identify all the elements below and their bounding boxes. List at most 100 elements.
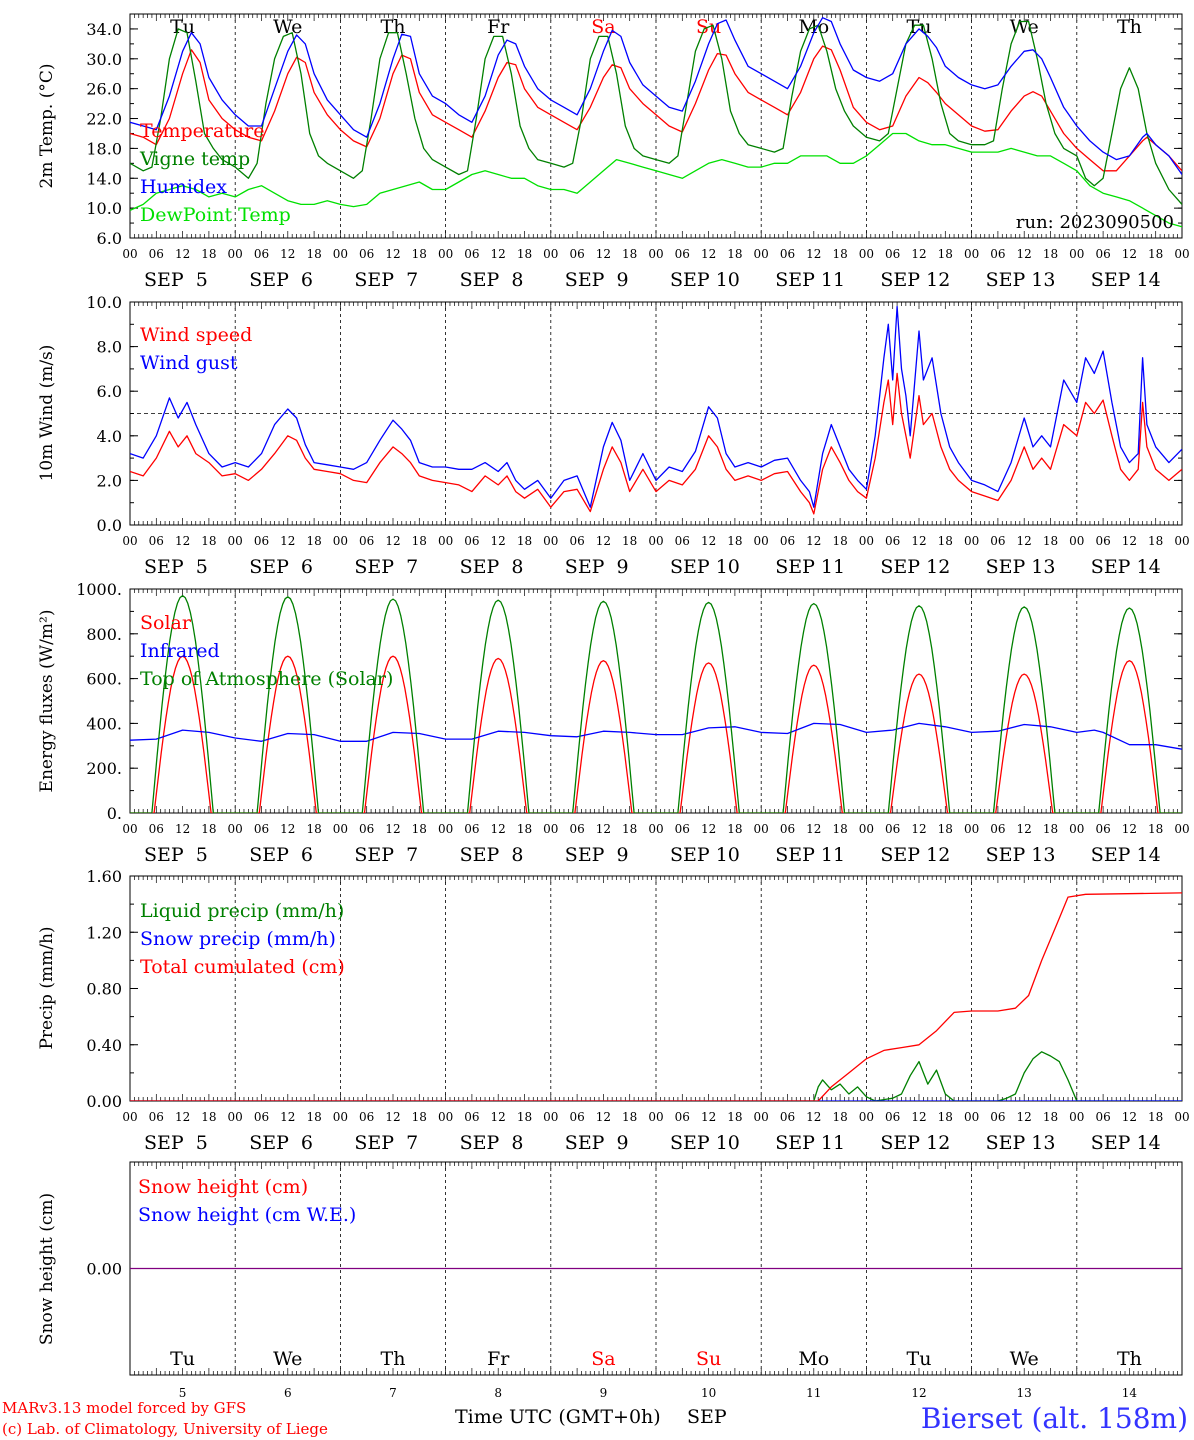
hour-label: 00 <box>543 822 558 836</box>
hour-label: 18 <box>727 822 742 836</box>
legend-entry: Vigne temp <box>139 148 250 170</box>
panel-4: 0.00 0.40 0.80 1.20 1.60 Precip (mm/h) 00 06 12 1… <box>37 867 1190 1154</box>
weekday-label: Tu <box>170 1348 195 1370</box>
series-line-vigne-temp <box>130 20 1182 205</box>
date-label: SEP 5 <box>144 1132 208 1154</box>
legend-entry: Infrared <box>140 640 220 662</box>
hour-label: 00 <box>648 822 663 836</box>
weekday-label: Tu <box>907 1348 932 1370</box>
weekday-label: Sa <box>591 1348 615 1370</box>
hour-label: 12 <box>280 1110 295 1124</box>
hour-label: 18 <box>1043 1110 1058 1124</box>
legend-entry: Snow height (cm) <box>138 1176 308 1198</box>
series-line-wind-gust <box>130 305 1182 508</box>
hour-label: 18 <box>306 534 321 548</box>
date-label: SEP 14 <box>1091 556 1161 578</box>
hour-label: 06 <box>675 1110 690 1124</box>
date-label: SEP 9 <box>565 1132 629 1154</box>
hour-label: 12 <box>701 247 716 261</box>
hour-label: 06 <box>464 534 479 548</box>
y-axis-label: Energy fluxes (W/m²) <box>37 610 57 793</box>
hour-label: 06 <box>569 247 584 261</box>
hour-label: 06 <box>990 534 1005 548</box>
hour-label: 06 <box>675 534 690 548</box>
series-line-infrared <box>130 722 1182 750</box>
hour-label: 00 <box>648 534 663 548</box>
y-tick-label: 6.0 <box>97 229 122 248</box>
weekday-label: Mo <box>798 1348 829 1370</box>
hour-label: 18 <box>1148 1110 1163 1124</box>
series-group <box>130 892 1182 1101</box>
hour-label: 12 <box>806 534 821 548</box>
weekday-label: Th <box>1117 1348 1142 1370</box>
hour-label: 00 <box>438 822 453 836</box>
hour-label: 12 <box>385 822 400 836</box>
hour-label: 18 <box>306 247 321 261</box>
day-number-label: 7 <box>389 1386 397 1400</box>
y-tick-label: 0.40 <box>86 1036 122 1055</box>
legend-entry: Liquid precip (mm/h) <box>140 900 344 922</box>
hour-label: 18 <box>1043 534 1058 548</box>
hour-label: 00 <box>859 822 874 836</box>
hour-label: 06 <box>464 247 479 261</box>
hour-label: 00 <box>859 534 874 548</box>
hour-label: 06 <box>990 247 1005 261</box>
hour-label: 12 <box>1017 1110 1032 1124</box>
date-label: SEP 10 <box>670 269 740 291</box>
weekday-label: Th <box>1117 16 1142 38</box>
y-tick-label: 4.0 <box>97 427 122 446</box>
y-axis-label: 10m Wind (m/s) <box>37 345 57 482</box>
series-group <box>130 305 1182 515</box>
hour-label: 06 <box>254 1110 269 1124</box>
hour-label: 06 <box>675 822 690 836</box>
hour-label: 18 <box>1043 822 1058 836</box>
hour-label: 00 <box>754 534 769 548</box>
date-label: SEP 13 <box>986 556 1056 578</box>
hour-label: 00 <box>1174 534 1189 548</box>
series-group <box>130 595 1182 813</box>
hour-label: 12 <box>385 1110 400 1124</box>
hour-label: 12 <box>385 247 400 261</box>
hour-label: 18 <box>622 1110 637 1124</box>
hour-label: 18 <box>517 1110 532 1124</box>
hour-label: 12 <box>701 534 716 548</box>
hour-label: 06 <box>780 534 795 548</box>
date-label: SEP 5 <box>144 556 208 578</box>
date-label: SEP 6 <box>249 1132 313 1154</box>
panel-3: 0. 200. 400. 600. 800. 1000. Energy fluxes (W/… <box>37 580 1190 866</box>
series-line-top-of-atmosphere-solar- <box>130 595 1182 813</box>
hour-label: 18 <box>201 1110 216 1124</box>
hour-label: 12 <box>596 822 611 836</box>
weekday-label: We <box>273 1348 302 1370</box>
hour-label: 00 <box>228 1110 243 1124</box>
date-label: SEP 13 <box>986 269 1056 291</box>
y-tick-label: 10.0 <box>86 293 122 312</box>
hour-label: 00 <box>122 534 137 548</box>
hour-label: 18 <box>727 247 742 261</box>
hour-label: 06 <box>885 534 900 548</box>
hour-label: 12 <box>911 534 926 548</box>
weekday-label: Th <box>381 1348 406 1370</box>
hour-label: 18 <box>622 534 637 548</box>
hour-label: 12 <box>911 1110 926 1124</box>
hour-label: 06 <box>885 1110 900 1124</box>
y-tick-label: 34.0 <box>86 20 122 39</box>
series-line-temperature <box>130 45 1182 172</box>
y-tick-label: 400. <box>86 714 122 733</box>
hour-label: 18 <box>727 534 742 548</box>
hour-label: 00 <box>122 247 137 261</box>
date-label: SEP 7 <box>354 269 418 291</box>
hour-label: 18 <box>412 247 427 261</box>
hour-label: 18 <box>1148 534 1163 548</box>
y-tick-label: 0.80 <box>86 980 122 999</box>
hour-label: 18 <box>727 1110 742 1124</box>
hour-label: 12 <box>1017 247 1032 261</box>
day-number-label: 12 <box>911 1386 926 1400</box>
hour-label: 12 <box>175 1110 190 1124</box>
hour-label: 18 <box>832 822 847 836</box>
y-tick-label: 200. <box>86 759 122 778</box>
date-label: SEP 9 <box>565 556 629 578</box>
hour-label: 00 <box>333 247 348 261</box>
